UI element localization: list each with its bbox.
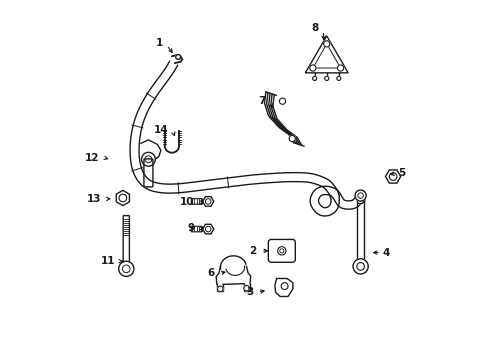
Circle shape bbox=[354, 190, 366, 201]
Circle shape bbox=[288, 135, 295, 141]
Circle shape bbox=[312, 76, 316, 81]
Text: 11: 11 bbox=[100, 256, 115, 266]
Circle shape bbox=[323, 41, 329, 47]
Circle shape bbox=[119, 261, 134, 276]
Text: 14: 14 bbox=[154, 125, 168, 135]
Circle shape bbox=[279, 98, 285, 104]
Text: 6: 6 bbox=[207, 268, 215, 278]
Text: 12: 12 bbox=[85, 153, 99, 162]
Text: 13: 13 bbox=[86, 194, 101, 204]
Circle shape bbox=[337, 65, 343, 71]
Text: 9: 9 bbox=[187, 224, 194, 233]
Text: 1: 1 bbox=[156, 39, 163, 49]
Text: 7: 7 bbox=[257, 95, 264, 105]
Circle shape bbox=[352, 259, 367, 274]
Circle shape bbox=[175, 55, 180, 59]
Circle shape bbox=[217, 286, 223, 292]
Circle shape bbox=[279, 249, 284, 253]
Polygon shape bbox=[274, 279, 292, 297]
Polygon shape bbox=[357, 195, 364, 203]
Text: 2: 2 bbox=[249, 246, 256, 256]
Circle shape bbox=[336, 76, 340, 81]
Polygon shape bbox=[309, 186, 363, 216]
Text: 3: 3 bbox=[245, 287, 253, 297]
Circle shape bbox=[281, 283, 287, 289]
Polygon shape bbox=[356, 200, 364, 266]
Circle shape bbox=[141, 152, 155, 166]
Circle shape bbox=[324, 76, 328, 81]
Text: 10: 10 bbox=[180, 198, 194, 207]
Text: 8: 8 bbox=[311, 23, 318, 33]
Circle shape bbox=[309, 65, 315, 71]
Text: 4: 4 bbox=[382, 248, 389, 257]
Polygon shape bbox=[130, 61, 339, 199]
Text: 5: 5 bbox=[398, 168, 405, 178]
Circle shape bbox=[244, 285, 249, 291]
